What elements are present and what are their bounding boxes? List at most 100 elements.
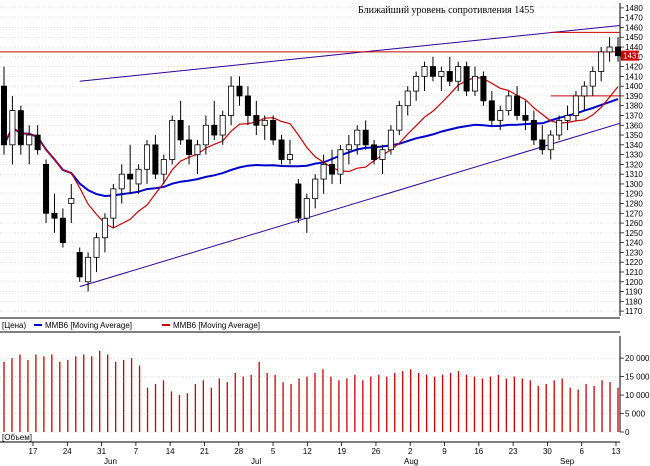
volume-tick-label: 20 000 bbox=[625, 354, 650, 363]
price-tick-label: 1340 bbox=[625, 141, 643, 150]
candle-up bbox=[93, 237, 100, 258]
price-panel: 1170118011901200121012201230124012501260… bbox=[0, 3, 648, 316]
date-axis: 17 24 31 7 14 21 28 5 12 19 26 2 9 16 23 30 6 13 Jun Jul Au… bbox=[0, 441, 621, 466]
price-tick-label: 1460 bbox=[625, 23, 643, 32]
candle-down bbox=[244, 95, 251, 116]
candle-down bbox=[446, 71, 453, 82]
candle-up bbox=[455, 66, 462, 82]
candle-down bbox=[371, 144, 378, 160]
candle-up bbox=[598, 51, 605, 72]
candle-up bbox=[228, 85, 235, 116]
candle-up bbox=[194, 144, 201, 156]
candle-up bbox=[101, 217, 108, 239]
price-tick-label: 1440 bbox=[625, 43, 643, 52]
candle-down bbox=[278, 139, 285, 160]
candle-up bbox=[387, 129, 394, 151]
candle-up bbox=[438, 71, 445, 77]
price-legend: [Цена) MMB6 [Moving Average] MMB6 [Movin… bbox=[0, 317, 620, 330]
price-tick-label: 1370 bbox=[625, 111, 643, 120]
legend-price: [Цена) bbox=[2, 321, 26, 330]
candle-up bbox=[413, 75, 420, 92]
candle-down bbox=[463, 66, 470, 92]
upper-trendline bbox=[79, 24, 621, 82]
legend-ma-red: MMB6 [Moving Average] bbox=[173, 321, 260, 330]
candle-down bbox=[362, 129, 369, 146]
price-tick-label: 1230 bbox=[625, 248, 643, 257]
candle-down bbox=[236, 85, 243, 97]
price-tick-label: 1240 bbox=[625, 239, 643, 248]
candle-down bbox=[270, 119, 277, 141]
price-tick-label: 1330 bbox=[625, 151, 643, 160]
x-tick-label: 14 bbox=[166, 447, 175, 456]
x-tick-label: 26 bbox=[371, 447, 380, 456]
candle-down bbox=[76, 252, 83, 278]
candle-down bbox=[480, 75, 487, 102]
last-price-bg bbox=[621, 50, 639, 61]
price-tick-label: 1400 bbox=[625, 82, 643, 91]
candle-down bbox=[253, 115, 260, 126]
x-tick-label: 21 bbox=[200, 447, 209, 456]
x-tick-label: 2 bbox=[408, 447, 413, 456]
candle-up bbox=[337, 149, 344, 175]
x-tick-label: 31 bbox=[97, 447, 106, 456]
x-tick-label: 30 bbox=[543, 447, 552, 456]
candle-up bbox=[404, 90, 411, 107]
price-tick-label: 1300 bbox=[625, 180, 643, 189]
candle-up bbox=[9, 110, 16, 146]
lower-trendline bbox=[79, 122, 621, 288]
candle-up bbox=[160, 159, 167, 175]
candle-down bbox=[295, 183, 302, 219]
volume-tick-label: 0 bbox=[625, 428, 630, 437]
volume-panel: 0 5 000 10 000 15 000 20 000 [Объем] bbox=[0, 331, 650, 442]
x-tick-label: 24 bbox=[63, 447, 72, 456]
x-tick-label: 28 bbox=[234, 447, 243, 456]
price-tick-label: 1270 bbox=[625, 209, 643, 218]
x-month-label: Jul bbox=[251, 457, 261, 466]
x-tick-labels: 17 24 31 7 14 21 28 5 12 19 26 2 9 16 23 30 6 13 bbox=[29, 442, 621, 456]
candle-up bbox=[110, 188, 117, 219]
candle-down bbox=[488, 100, 495, 121]
candle-up bbox=[572, 95, 579, 116]
candle-up bbox=[85, 256, 92, 283]
candle-up bbox=[564, 115, 571, 121]
candle-up bbox=[320, 163, 327, 180]
candle-down bbox=[530, 119, 537, 141]
legend-ma-blue: MMB6 [Moving Average] bbox=[45, 321, 132, 330]
candle-down bbox=[127, 173, 134, 180]
candle-up bbox=[169, 119, 176, 160]
x-month-label: Jun bbox=[104, 457, 117, 466]
candle-down bbox=[43, 163, 50, 214]
price-tick-label: 1190 bbox=[625, 288, 643, 297]
candle-up bbox=[286, 154, 293, 160]
price-tick-label: 1380 bbox=[625, 102, 643, 111]
candle-down bbox=[17, 110, 24, 146]
candle-up bbox=[589, 71, 596, 87]
volume-label: [Объем] bbox=[2, 433, 32, 442]
candle-up bbox=[497, 110, 504, 121]
candle-down bbox=[614, 46, 622, 57]
candle-down bbox=[522, 115, 529, 121]
price-tick-label: 1360 bbox=[625, 121, 643, 130]
price-tick-label: 1350 bbox=[625, 131, 643, 140]
candle-down bbox=[329, 163, 336, 175]
price-tick-label: 1260 bbox=[625, 219, 643, 228]
price-tick-label: 1170 bbox=[625, 307, 643, 316]
price-tick-label: 1320 bbox=[625, 160, 643, 169]
x-tick-label: 23 bbox=[509, 447, 518, 456]
last-price-badge: 1431.2 bbox=[621, 50, 648, 61]
candle-up bbox=[472, 75, 479, 92]
candle-up bbox=[345, 144, 352, 151]
x-month-label: Aug bbox=[404, 457, 418, 466]
candle-down bbox=[177, 119, 184, 141]
price-tick-label: 1200 bbox=[625, 278, 643, 287]
candle-up bbox=[312, 178, 319, 200]
x-tick-label: 6 bbox=[579, 447, 584, 456]
candle-down bbox=[514, 95, 521, 116]
candle-down bbox=[0, 85, 8, 146]
price-tick-label: 1280 bbox=[625, 200, 643, 209]
price-tick-label: 1250 bbox=[625, 229, 643, 238]
x-tick-label: 12 bbox=[303, 447, 312, 456]
price-tick-label: 1210 bbox=[625, 268, 643, 277]
x-tick-label: 5 bbox=[271, 447, 276, 456]
resistance-annotation: Ближайший уровень сопротивления 1455 bbox=[358, 5, 534, 16]
